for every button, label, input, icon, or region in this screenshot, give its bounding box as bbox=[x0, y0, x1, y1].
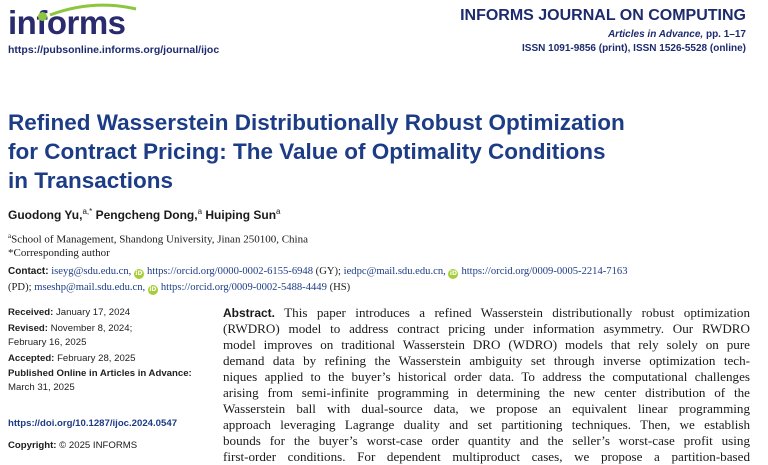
abstract-line: arising from semi-infinite programming i… bbox=[223, 385, 750, 401]
orcid-icon: iD bbox=[133, 269, 144, 279]
abstract-heading: Abstract. bbox=[223, 306, 276, 320]
author-sup: a bbox=[276, 207, 281, 216]
issn-line: ISSN 1091-9856 (print), ISSN 1526-5528 (… bbox=[522, 43, 746, 54]
journal-url-link[interactable]: https://pubsonline.informs.org/journal/i… bbox=[8, 44, 220, 56]
author-tag: (PD); bbox=[8, 282, 32, 293]
doi-link[interactable]: https://doi.org/10.1287/ijoc.2024.0547 bbox=[8, 418, 178, 429]
issue-italic: Articles in Advance, bbox=[607, 29, 704, 40]
accepted-date: Accepted: February 28, 2025 bbox=[8, 353, 135, 364]
orcid-icon: iD bbox=[448, 269, 459, 279]
abstract-line: Wasserstein ball with dual-source data, … bbox=[223, 401, 750, 417]
affiliation-text: School of Management, Shandong Universit… bbox=[11, 233, 308, 246]
accepted-label: Accepted: bbox=[8, 353, 55, 364]
affiliation: aSchool of Management, Shandong Universi… bbox=[8, 232, 308, 246]
author-name: Guodong Yu, bbox=[8, 208, 83, 222]
copyright: Copyright: © 2025 INFORMS bbox=[8, 440, 137, 451]
revised-date: Revised: November 8, 2024; bbox=[8, 323, 132, 334]
author-tag: (HS) bbox=[329, 282, 351, 293]
informs-logo[interactable]: informs bbox=[8, 3, 138, 43]
abstract-line: (RWDRO) model to address contract pricin… bbox=[223, 321, 750, 337]
title-line: in Transactions bbox=[8, 168, 174, 193]
email-link[interactable]: iseyg@sdu.edu.cn, bbox=[51, 266, 132, 277]
logo-dot-icon bbox=[38, 12, 47, 21]
accepted-value: February 28, 2025 bbox=[57, 353, 136, 364]
orcid-link[interactable]: https://orcid.org/0000-0002-6155-6948 bbox=[146, 266, 314, 277]
orcid-link[interactable]: https://orcid.org/0009-0002-5488-4449 bbox=[160, 282, 327, 293]
author-sup: a bbox=[197, 207, 203, 216]
corresponding-note: *Corresponding author bbox=[8, 247, 110, 259]
abstract: Abstract. This paper introduces a refine… bbox=[223, 305, 750, 465]
author-sup: a,* bbox=[82, 207, 93, 216]
author-list: Guodong Yu,a,* Pengcheng Dong,a Huiping … bbox=[8, 207, 280, 222]
author-name: Pengcheng Dong, bbox=[95, 208, 198, 222]
author-name: Huiping Sun bbox=[205, 208, 277, 222]
abstract-line: model improves on traditional Wasserstei… bbox=[223, 337, 750, 353]
author-tag: (GY); bbox=[315, 266, 341, 277]
abstract-line: Abstract. This paper introduces a refine… bbox=[223, 305, 750, 320]
received-date: Received: January 17, 2024 bbox=[8, 307, 130, 318]
abstract-line: first-order conditions. For dependent mu… bbox=[223, 449, 750, 465]
issue-pages: pp. 1–17 bbox=[705, 29, 746, 40]
title-line: for Contract Pricing: The Value of Optim… bbox=[8, 139, 606, 164]
copyright-label: Copyright: bbox=[8, 440, 57, 451]
received-label: Received: bbox=[8, 307, 54, 318]
issue-line: Articles in Advance, pp. 1–17 bbox=[608, 29, 746, 40]
title-line: Refined Wasserstein Distributionally Rob… bbox=[8, 110, 625, 135]
abstract-line: approach leveraging Lagrange duality and… bbox=[223, 417, 750, 433]
abstract-line: bounds for the buyer’s worst-case order … bbox=[223, 433, 750, 449]
received-value: January 17, 2024 bbox=[56, 307, 131, 318]
revised-value: November 8, 2024; bbox=[50, 323, 133, 334]
orcid-icon: iD bbox=[147, 285, 158, 295]
copyright-text: © 2025 INFORMS bbox=[59, 440, 138, 451]
email-link[interactable]: mseshp@mail.sdu.edu.cn, bbox=[34, 282, 146, 293]
published-date: March 31, 2025 bbox=[8, 382, 75, 393]
contact-label: Contact: bbox=[8, 266, 49, 277]
contact-block: Contact: iseyg@sdu.edu.cn, iD https://orc… bbox=[8, 264, 763, 296]
orcid-link[interactable]: https://orcid.org/0009-0005-2214-7163 bbox=[461, 266, 628, 277]
revised-label: Revised: bbox=[8, 323, 48, 334]
affiliation-sup: a bbox=[8, 232, 12, 240]
abstract-line: niques applied to the buyer’s historical… bbox=[223, 369, 750, 385]
published-label: Published Online in Articles in Advance: bbox=[8, 368, 192, 379]
email-link[interactable]: iedpc@mail.sdu.edu.cn, bbox=[343, 266, 446, 277]
paper-title: Refined Wasserstein Distributionally Rob… bbox=[8, 108, 728, 195]
abstract-line: demand data by refining the Wasserstein … bbox=[223, 353, 750, 369]
journal-name: INFORMS JOURNAL ON COMPUTING bbox=[460, 7, 746, 24]
logo-swoosh-icon bbox=[49, 3, 137, 17]
revised-date-2: February 16, 2025 bbox=[8, 337, 87, 348]
